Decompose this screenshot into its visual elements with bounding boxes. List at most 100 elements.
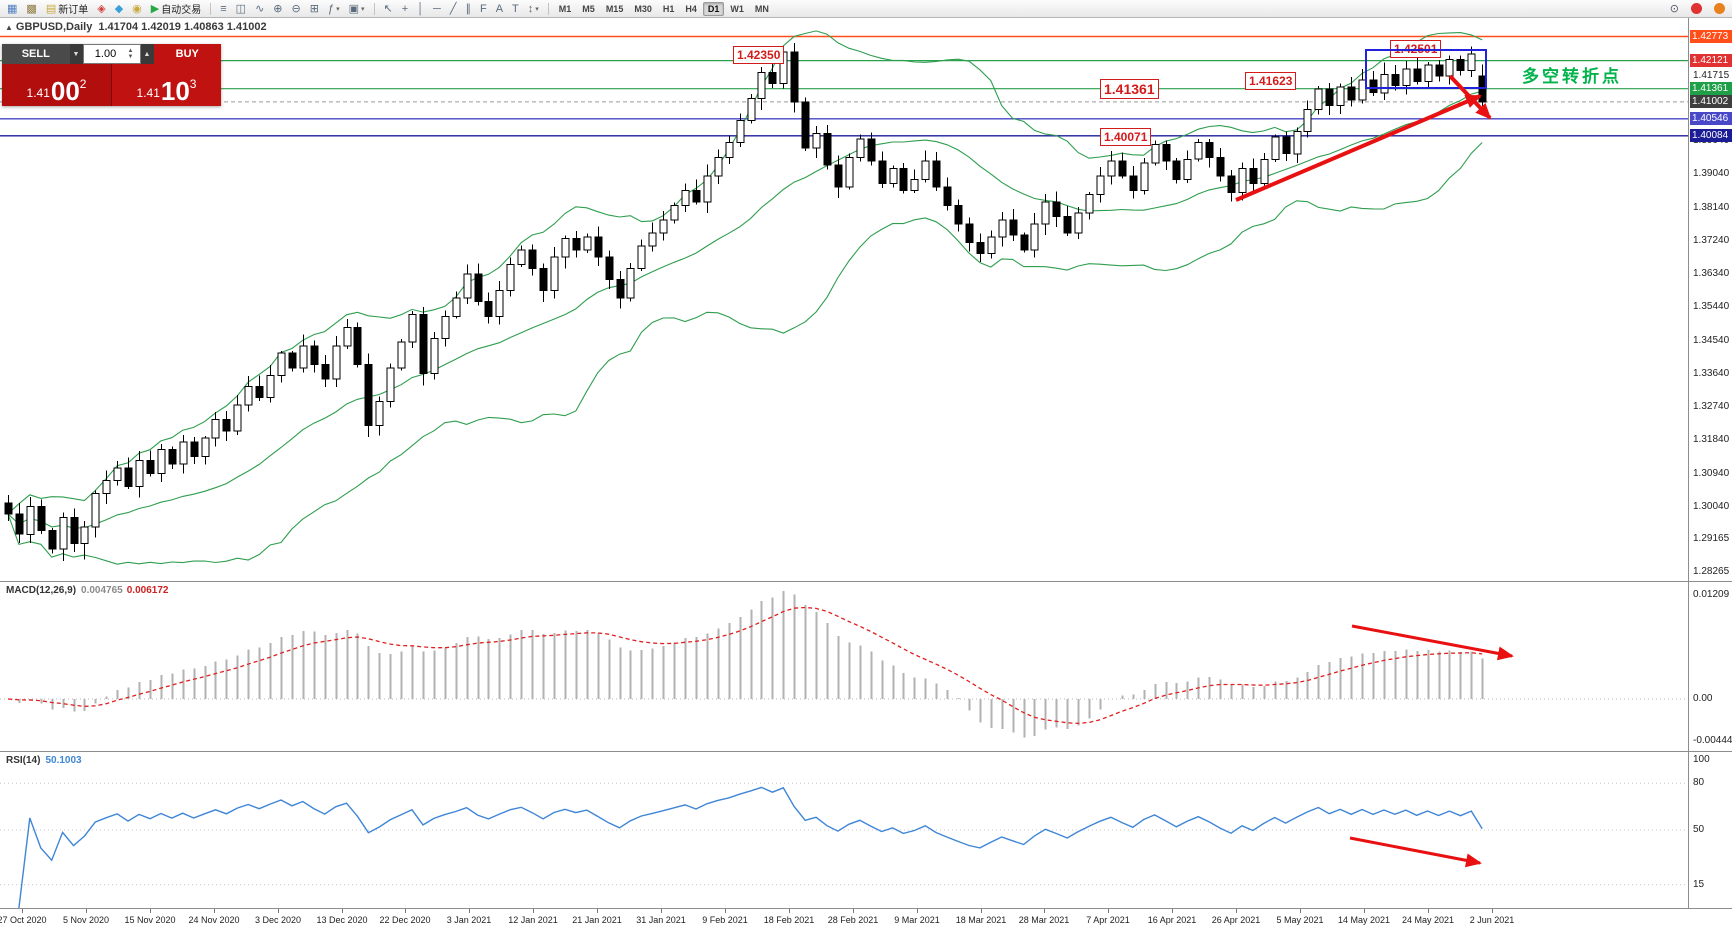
timeframe-w1[interactable]: W1	[730, 3, 744, 14]
bar-chart-icon[interactable]: ≡	[216, 0, 230, 18]
macd-panel-separator[interactable]	[0, 581, 1732, 582]
crosshair-icon: +	[401, 2, 409, 15]
timeframe-d1[interactable]: D1	[702, 1, 725, 16]
candle-body	[37, 506, 46, 532]
candle-body	[1162, 144, 1171, 162]
indicators-icon[interactable]: ƒ ▾	[324, 0, 344, 18]
candle-body	[801, 101, 810, 149]
date-tick-mark	[278, 909, 279, 913]
price-callout-label[interactable]: 1.40071	[1100, 128, 1152, 146]
candle-body	[1227, 175, 1236, 193]
timeframe-h4[interactable]: H4	[685, 3, 697, 14]
candle-body	[1085, 193, 1094, 214]
price-callout-label[interactable]: 1.42501	[1390, 40, 1442, 58]
tile-windows-icon[interactable]: ⊞	[306, 0, 323, 18]
new-order-button[interactable]: ▤ 新订单	[42, 0, 92, 18]
date-label: 7 Apr 2021	[1086, 915, 1130, 925]
date-label: 14 May 2021	[1337, 915, 1391, 925]
timeframe-m15[interactable]: M15	[605, 3, 624, 14]
volume-input[interactable]	[83, 47, 128, 61]
candle-body	[1129, 175, 1138, 192]
window-expand-icon[interactable]: ▲	[5, 23, 13, 32]
candle-body	[211, 419, 220, 439]
candle-body	[856, 138, 865, 158]
candle-body	[266, 374, 275, 399]
fibonacci-icon[interactable]: F	[476, 0, 491, 18]
candle-body	[135, 459, 144, 487]
cursor-icon: ↖	[383, 2, 393, 15]
candle-body	[626, 267, 635, 299]
search-icon[interactable]: ⊙	[1666, 0, 1683, 18]
profiles-icon[interactable]: ▩	[22, 0, 40, 18]
rsi-name: RSI(14)	[6, 755, 41, 766]
candle-body	[889, 168, 898, 184]
timeframe-mn[interactable]: MN	[754, 3, 769, 14]
date-tick-mark	[86, 909, 87, 913]
candle-body	[1369, 79, 1378, 94]
candle-body	[768, 71, 777, 85]
volume-down-icon[interactable]: ▼	[127, 54, 134, 60]
zoom-out-icon: ⊖	[291, 2, 301, 15]
date-label: 9 Feb 2021	[702, 915, 748, 925]
timeframe-m30[interactable]: M30	[634, 3, 652, 14]
zoom-out-icon[interactable]: ⊖	[288, 0, 305, 18]
arrows-tool-icon[interactable]: ↕ ▾	[524, 0, 543, 18]
tile-windows-icon: ⊞	[309, 2, 319, 15]
autotrading-button[interactable]: ▶ 自动交易	[147, 0, 205, 18]
market-icon[interactable]: ◆	[111, 0, 127, 18]
timeframe-h1[interactable]: H1	[662, 3, 675, 14]
price-callout-label[interactable]: 1.41623	[1245, 72, 1297, 90]
buy-header-button[interactable]: BUY	[153, 44, 221, 64]
buy-dropdown-icon[interactable]: ▲	[140, 44, 154, 64]
buy-price-button[interactable]: 1.41 10 3	[112, 64, 221, 106]
date-tick-mark	[533, 909, 534, 913]
candle-body	[1020, 234, 1029, 251]
candle-body	[80, 526, 89, 544]
candle-body	[463, 273, 472, 299]
profiles-icon: ▩	[26, 2, 37, 15]
price-axis[interactable]: 1.417151.399401.390401.381401.372401.363…	[1688, 18, 1732, 908]
rsi-panel-separator[interactable]	[0, 751, 1732, 752]
crosshair-icon[interactable]: +	[398, 0, 412, 18]
date-label: 3 Dec 2020	[254, 915, 302, 925]
line-chart-icon[interactable]: ∿	[251, 0, 268, 18]
timeframe-m5[interactable]: M5	[582, 3, 595, 14]
objects-list-icon[interactable]: ▣ ▾	[345, 0, 369, 18]
date-tick-mark	[981, 909, 982, 913]
autotrading-button: ▶	[150, 2, 160, 15]
chart-note-text[interactable]: 多空转折点	[1522, 67, 1622, 86]
bollinger-middle-band	[7, 90, 1483, 529]
date-tick-mark	[1300, 909, 1301, 913]
sell-price-button[interactable]: 1.41 00 2	[2, 64, 112, 106]
price-chart-canvas[interactable]	[0, 18, 1688, 940]
vertical-line-icon[interactable]: │	[413, 0, 428, 18]
candlestick-chart-icon[interactable]: ◫	[232, 0, 250, 18]
notification-badge[interactable]	[1684, 0, 1706, 18]
text-label-icon[interactable]: T	[508, 0, 523, 18]
price-callout-label[interactable]: 1.41361	[1100, 79, 1159, 99]
channel-icon: ∥	[465, 2, 471, 15]
rsi-axis-tick: 50	[1693, 824, 1705, 835]
profile-badge[interactable]	[1707, 0, 1729, 18]
date-tick-mark	[1044, 909, 1045, 913]
line-chart-icon: ∿	[255, 2, 265, 15]
text-icon[interactable]: A	[492, 0, 507, 18]
horizontal-line-icon[interactable]: ─	[429, 0, 445, 18]
signals-icon[interactable]: ◉	[128, 0, 146, 18]
zoom-in-icon[interactable]: ⊕	[269, 0, 286, 18]
price-tick: 1.32740	[1693, 401, 1730, 412]
sell-dropdown-icon[interactable]: ▼	[69, 44, 83, 64]
zoom-in-icon: ⊕	[273, 2, 283, 15]
channel-icon[interactable]: ∥	[461, 0, 475, 18]
cursor-icon[interactable]: ↖	[380, 0, 397, 18]
date-tick-mark	[1236, 909, 1237, 913]
date-axis[interactable]: 27 Oct 2020 5 Nov 2020 15 Nov 2020 24 Nov 2…	[0, 908, 1732, 941]
trendline-icon[interactable]: ╱	[446, 0, 461, 18]
timeframe-m1[interactable]: M1	[558, 3, 572, 14]
volume-up-icon[interactable]: ▲	[127, 48, 134, 54]
new-chart-icon[interactable]: ▦	[3, 0, 21, 18]
candle-body	[1314, 88, 1323, 110]
price-callout-label[interactable]: 1.42350	[733, 46, 785, 64]
mql5-community-icon[interactable]: ◈	[93, 0, 109, 18]
sell-header-button[interactable]: SELL	[2, 44, 70, 64]
